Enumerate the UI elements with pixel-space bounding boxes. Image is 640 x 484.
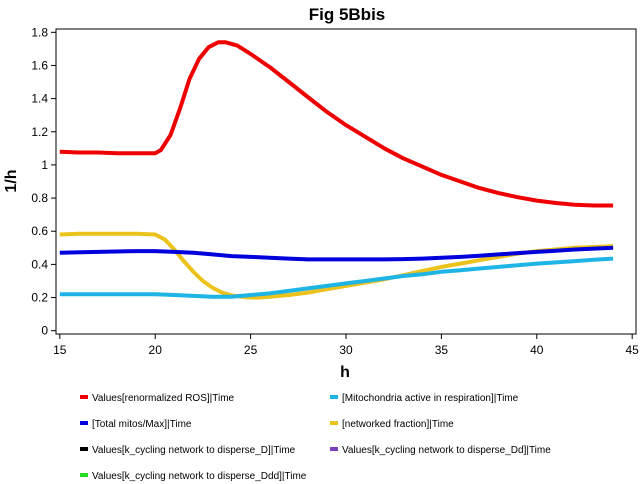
y-tick-label: 0 <box>41 324 48 338</box>
y-tick-label: 1.2 <box>31 125 48 139</box>
y-axis-label: 1/h <box>3 169 20 192</box>
series-line-mitochondria-active-in-respiration-time <box>59 256 614 299</box>
x-tick-label: 45 <box>626 343 640 357</box>
x-tick-label: 25 <box>244 343 258 357</box>
legend-entry: [Mitochondria active in respiration]|Tim… <box>342 393 519 404</box>
y-tick-label: 0.6 <box>31 224 48 238</box>
series-line-values-renormalized-ros-time <box>59 40 614 208</box>
legend-entry: Values[renormalized ROS]|Time <box>92 393 235 404</box>
legend-entry: [Total mitos/Max]|Time <box>92 419 192 430</box>
x-tick-label: 30 <box>339 343 353 357</box>
legend-entry: [networked fraction]|Time <box>342 419 454 430</box>
x-axis-label: h <box>340 364 350 381</box>
legend-swatch <box>330 395 338 399</box>
series-line-total-mitos-max-time <box>59 245 614 262</box>
y-tick-label: 1.8 <box>31 25 48 39</box>
legend: Values[renormalized ROS]|Time [Mitochondr… <box>80 393 551 482</box>
legend-swatch <box>80 473 88 477</box>
y-axis-ticks: 0 0.2 0.4 0.6 0.8 1 1.2 1.4 1.6 1.8 <box>31 25 56 338</box>
legend-entry: Values[k_cycling network to disperse_Dd]… <box>342 445 551 456</box>
y-tick-label: 0.8 <box>31 191 48 205</box>
legend-swatch <box>80 395 88 399</box>
x-tick-label: 35 <box>435 343 449 357</box>
x-axis-ticks: 15 20 25 30 35 40 45 <box>53 334 639 357</box>
x-tick-label: 15 <box>53 343 67 357</box>
y-tick-label: 1 <box>41 158 48 172</box>
y-tick-label: 0.4 <box>31 257 48 271</box>
legend-swatch <box>80 421 88 425</box>
y-tick-label: 1.6 <box>31 58 48 72</box>
chart-title: Fig 5Bbis <box>309 5 386 24</box>
series-layer <box>59 40 614 300</box>
y-tick-label: 0.2 <box>31 291 48 305</box>
legend-swatch <box>330 421 338 425</box>
series-line-networked-fraction-time <box>59 231 614 300</box>
x-tick-label: 40 <box>530 343 544 357</box>
plot-area <box>55 28 637 335</box>
legend-swatch <box>330 447 338 451</box>
legend-entry: Values[k_cycling network to disperse_Ddd… <box>92 471 307 482</box>
y-tick-label: 1.4 <box>31 92 48 106</box>
legend-swatch <box>80 447 88 451</box>
legend-entry: Values[k_cycling network to disperse_D]|… <box>92 445 296 456</box>
x-tick-label: 20 <box>149 343 163 357</box>
